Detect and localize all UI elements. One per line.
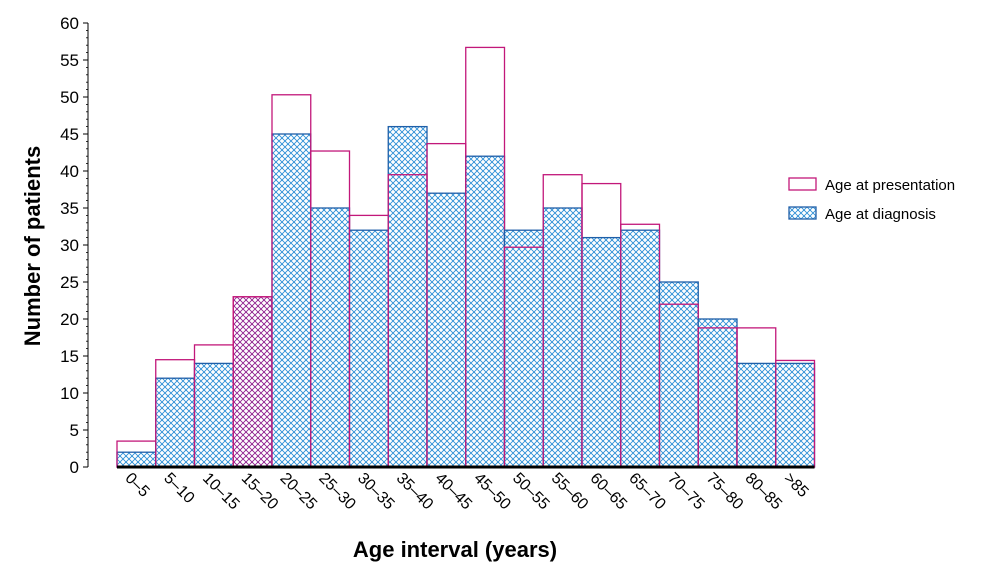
y-tick-label-25: 25 <box>60 273 79 292</box>
x-tick-label-14: 70–75 <box>664 470 708 514</box>
legend-swatch-diagnosis <box>788 206 817 220</box>
x-axis-title: Age interval (years) <box>353 537 557 562</box>
bar-diagnosis-10 <box>503 229 544 468</box>
bar-diagnosis-15 <box>697 318 738 468</box>
y-tick-label-0: 0 <box>70 458 79 477</box>
x-tick-label-2: 10–15 <box>199 470 243 514</box>
bar-diagnosis-16 <box>736 362 777 468</box>
bar-diagnosis-7 <box>387 125 428 468</box>
y-tick-label-60: 60 <box>60 14 79 33</box>
y-axis-title: Number of patients <box>20 146 45 346</box>
x-tick-label-9: 45–50 <box>470 470 514 514</box>
bar-diagnosis-17 <box>775 362 816 468</box>
legend-label-presentation: Age at presentation <box>825 177 955 194</box>
bar-diagnosis-11 <box>542 207 583 468</box>
bar-diagnosis-4 <box>271 133 312 468</box>
y-tick-label-10: 10 <box>60 384 79 403</box>
x-tick-label-0: 0–5 <box>122 470 153 501</box>
x-tick-label-7: 35–40 <box>393 470 437 514</box>
x-tick-label-16: 80–85 <box>742 470 786 514</box>
x-tick-label-11: 55–60 <box>548 470 592 514</box>
y-tick-label-35: 35 <box>60 199 79 218</box>
legend-swatch-presentation <box>788 177 817 191</box>
x-tick-label-13: 65–70 <box>625 470 669 514</box>
bars-layer <box>116 46 816 468</box>
bar-diagnosis-5 <box>310 207 351 468</box>
bar-diagnosis-0 <box>116 451 157 468</box>
x-tick-label-3: 15–20 <box>238 470 282 514</box>
y-tick-label-5: 5 <box>70 421 79 440</box>
bar-diagnosis-12 <box>581 236 622 468</box>
x-tick-label-8: 40–45 <box>432 470 476 514</box>
x-tick-label-4: 20–25 <box>277 470 321 514</box>
x-tick-label-1: 5–10 <box>160 470 197 507</box>
bar-diagnosis-1 <box>155 377 196 468</box>
x-tick-label-17: >85 <box>780 470 811 501</box>
x-tick-label-6: 30–35 <box>354 470 398 514</box>
y-tick-label-20: 20 <box>60 310 79 329</box>
legend-label-diagnosis: Age at diagnosis <box>825 206 936 223</box>
y-tick-label-45: 45 <box>60 125 79 144</box>
x-tick-label-12: 60–65 <box>587 470 631 514</box>
y-tick-label-50: 50 <box>60 88 79 107</box>
bar-diagnosis-9 <box>465 155 506 468</box>
bar-diagnosis-13 <box>620 229 661 468</box>
x-tick-label-5: 25–30 <box>315 470 359 514</box>
x-tick-label-10: 50–55 <box>509 470 553 514</box>
x-tick-label-15: 75–80 <box>703 470 747 514</box>
bar-diagnosis-14 <box>658 281 699 468</box>
legend: Age at presentation Age at diagnosis <box>788 177 955 223</box>
y-tick-label-55: 55 <box>60 51 79 70</box>
bar-diagnosis-2 <box>193 362 234 468</box>
y-tick-label-15: 15 <box>60 347 79 366</box>
bar-diagnosis-8 <box>426 192 467 468</box>
bar-diagnosis-3 <box>232 296 273 468</box>
y-tick-label-40: 40 <box>60 162 79 181</box>
bar-diagnosis-6 <box>348 229 389 468</box>
y-tick-label-30: 30 <box>60 236 79 255</box>
